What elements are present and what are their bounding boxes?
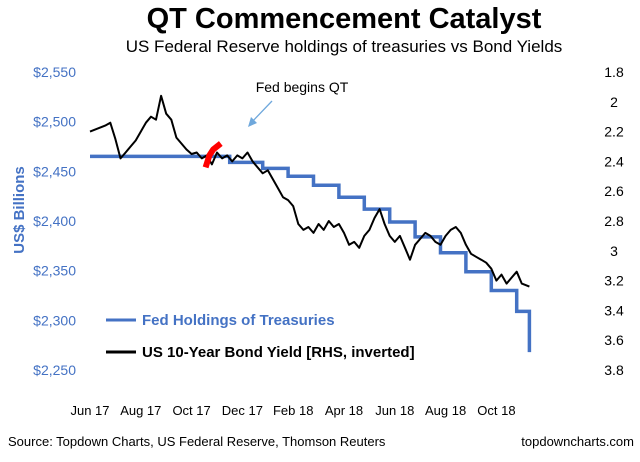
left-tick-label: $2,300	[33, 312, 76, 328]
series-layer	[89, 94, 532, 353]
source-note: Source: Topdown Charts, US Federal Reser…	[8, 434, 386, 449]
x-tick-label: Oct 18	[477, 403, 515, 418]
series-bond-yield-line	[89, 94, 530, 288]
y-axis-label: US$ Billions	[11, 166, 28, 254]
left-tick-label: $2,250	[33, 362, 76, 378]
x-tick-label: Aug 18	[425, 403, 466, 418]
left-tick-label: $2,500	[33, 114, 76, 130]
right-tick-label: 2.8	[604, 213, 624, 229]
right-tick-label: 2.2	[604, 124, 624, 140]
x-tick-label: Feb 18	[273, 403, 313, 418]
legend-yield-label: US 10-Year Bond Yield [RHS, inverted]	[142, 344, 415, 361]
chart-subtitle: US Federal Reserve holdings of treasurie…	[126, 37, 563, 56]
right-tick-label: 3	[610, 243, 618, 259]
right-tick-label: 2	[610, 94, 618, 110]
right-tick-label: 3.6	[604, 332, 624, 348]
right-tick-label: 3.2	[604, 273, 624, 289]
series-qt-start-marker	[202, 141, 223, 169]
right-tick-label: 2.4	[604, 153, 624, 169]
x-tick-label: Oct 17	[172, 403, 210, 418]
right-tick-label: 3.8	[604, 362, 624, 378]
series-fed-holdings-line	[90, 154, 532, 353]
chart-title: QT Commencement Catalyst	[147, 3, 542, 35]
legend: Fed Holdings of Treasuries US 10-Year Bo…	[106, 312, 415, 361]
x-tick-label: Aug 17	[120, 403, 161, 418]
right-tick-label: 2.6	[604, 183, 624, 199]
left-tick-label: $2,350	[33, 263, 76, 279]
right-tick-label: 3.4	[604, 302, 624, 318]
x-axis-ticks: Jun 17 Aug 17 Oct 17 Dec 17 Feb 18 Apr 18 Jun …	[70, 403, 515, 418]
annotation-arrowhead	[248, 117, 257, 127]
annotation-fed-begins-qt: Fed begins QT	[256, 79, 349, 95]
x-tick-label: Apr 18	[325, 403, 363, 418]
left-tick-label: $2,400	[33, 213, 76, 229]
x-tick-label: Dec 17	[222, 403, 263, 418]
left-tick-label: $2,450	[33, 163, 76, 179]
x-tick-label: Jun 18	[375, 403, 414, 418]
x-tick-label: Jun 17	[70, 403, 109, 418]
left-tick-label: $2,550	[33, 64, 76, 80]
legend-fed-label: Fed Holdings of Treasuries	[142, 312, 335, 329]
brand-label: topdowncharts.com	[521, 434, 634, 449]
right-axis-ticks: 1.8 2 2.2 2.4 2.6 2.8 3 3.2 3.4 3.6 3.8	[604, 64, 624, 378]
right-tick-label: 1.8	[604, 64, 624, 80]
left-axis-ticks: $2,550 $2,500 $2,450 $2,400 $2,350 $2,300 $2,2…	[33, 64, 76, 378]
